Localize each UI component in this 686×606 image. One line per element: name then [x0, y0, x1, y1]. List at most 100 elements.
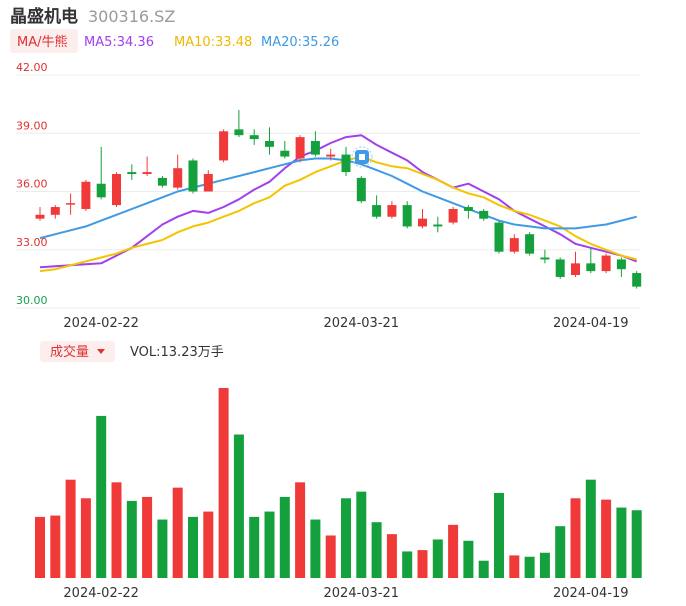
- volume-bar: [539, 552, 550, 578]
- candle-body: [540, 257, 550, 260]
- ma5-value: MA5:34.36: [84, 35, 154, 50]
- ma10-value: MA10:33.48: [174, 35, 252, 50]
- moving-average-lines: [39, 134, 638, 273]
- volume-bar: [35, 516, 45, 578]
- volume-bar: [126, 500, 137, 578]
- x-tick-label: 2024-02-22: [63, 586, 139, 601]
- candle-body: [341, 154, 351, 173]
- price-axis: 42.00 39.00 36.00 33.00 30.00: [16, 61, 48, 307]
- candle-body: [433, 224, 443, 227]
- candle-body: [295, 137, 305, 159]
- candlesticks: [35, 109, 642, 289]
- candle-body: [463, 207, 473, 211]
- ma-line-ma20: [39, 157, 637, 240]
- candle-body: [601, 255, 611, 272]
- volume-bar: [295, 482, 306, 578]
- volume-bar: [96, 415, 107, 578]
- ma20-value: MA20:35.26: [261, 35, 339, 50]
- volume-bar: [325, 535, 336, 578]
- volume-bar: [478, 560, 489, 578]
- candle-body: [571, 263, 580, 275]
- candle-body: [402, 205, 412, 227]
- candle-body: [555, 259, 565, 277]
- volume-bar: [524, 556, 535, 578]
- candle-body: [66, 203, 76, 205]
- volume-bar: [601, 499, 612, 578]
- volume-value: VOL:13.23万手: [130, 345, 224, 360]
- volume-bar: [417, 550, 428, 578]
- stock-code: 300316.SZ: [88, 7, 175, 26]
- volume-bar: [310, 519, 321, 578]
- volume-bar: [172, 487, 183, 578]
- candle-body: [616, 259, 626, 270]
- candle-body: [310, 141, 320, 155]
- candle-body: [234, 129, 244, 136]
- x-tick-label: 2024-04-19: [553, 586, 629, 601]
- y-tick-label: 36.00: [16, 178, 48, 191]
- volume-bar: [188, 516, 198, 578]
- volume-bar: [356, 491, 367, 578]
- stock-name: 晶盛机电: [10, 6, 78, 27]
- candle-body: [509, 238, 519, 252]
- candle-body: [142, 172, 152, 175]
- volume-bar: [341, 498, 351, 578]
- ma-toggle-button[interactable]: MA/牛熊: [17, 34, 68, 50]
- volume-bar: [494, 492, 504, 578]
- volume-bar: [463, 540, 474, 578]
- price-gridlines: [16, 74, 640, 309]
- candle-body: [112, 174, 121, 206]
- candle-body: [96, 183, 106, 198]
- candle-body: [249, 135, 259, 140]
- dropdown-arrow-icon[interactable]: [97, 349, 105, 354]
- y-tick-label: 42.00: [16, 61, 48, 74]
- volume-bar: [233, 434, 244, 578]
- volume-bar: [50, 515, 61, 578]
- volume-bar: [111, 482, 122, 578]
- candle-body: [203, 174, 213, 192]
- ma-line-ma10: [39, 155, 637, 273]
- candle-body: [525, 234, 535, 254]
- candle-body: [494, 222, 504, 252]
- candle-body: [356, 177, 366, 202]
- candle-body: [50, 207, 60, 215]
- volume-bar: [570, 498, 581, 578]
- y-tick-label: 33.00: [16, 236, 48, 249]
- x-tick-label: 2024-02-22: [63, 316, 139, 331]
- volume-bar: [157, 519, 168, 578]
- price-x-axis: 2024-02-22 2024-03-21 2024-04-19: [63, 316, 628, 331]
- volume-bar: [386, 534, 397, 578]
- volume-bar: [555, 526, 566, 578]
- candle-body: [157, 177, 167, 186]
- x-tick-label: 2024-03-21: [324, 586, 400, 601]
- candle-body: [418, 218, 427, 227]
- candle-body: [81, 181, 91, 209]
- candle-body: [372, 205, 382, 217]
- volume-toggle-button[interactable]: 成交量: [50, 344, 89, 360]
- candle-body: [265, 141, 274, 147]
- x-tick-label: 2024-03-21: [324, 316, 400, 331]
- candle-body: [127, 172, 137, 175]
- volume-bar: [279, 496, 290, 578]
- ma-line-ma5: [39, 134, 638, 269]
- volume-bar: [142, 496, 153, 578]
- volume-x-axis: 2024-02-22 2024-03-21 2024-04-19: [63, 586, 628, 601]
- event-marker-icon[interactable]: [351, 146, 373, 168]
- candle-body: [387, 205, 397, 217]
- candle-body: [586, 263, 596, 272]
- volume-bar: [249, 516, 260, 578]
- volume-bar: [402, 551, 413, 578]
- volume-bar: [80, 498, 91, 578]
- volume-bar: [631, 510, 642, 578]
- candle-body: [173, 168, 183, 188]
- candle-body: [35, 214, 45, 219]
- volume-bar: [432, 539, 443, 578]
- volume-toggle-bg[interactable]: [40, 341, 115, 362]
- candle-body: [219, 131, 229, 161]
- ma-toggle-bg[interactable]: [10, 29, 78, 53]
- volume-bar: [616, 507, 627, 578]
- volume-bar: [448, 524, 459, 578]
- candle-body: [280, 150, 290, 157]
- candle-body: [188, 160, 198, 192]
- volume-bar: [585, 479, 596, 578]
